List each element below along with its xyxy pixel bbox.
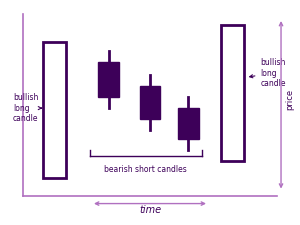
Bar xyxy=(178,108,199,139)
Bar xyxy=(43,42,66,178)
Text: bullish
long
candle: bullish long candle xyxy=(250,58,286,88)
Bar xyxy=(98,62,119,97)
Text: bearish short candles: bearish short candles xyxy=(104,165,187,174)
Text: time: time xyxy=(139,205,161,215)
Bar xyxy=(140,86,160,119)
Text: bullish
long
candle: bullish long candle xyxy=(13,93,42,123)
Text: price: price xyxy=(285,89,294,110)
Bar xyxy=(221,25,244,161)
